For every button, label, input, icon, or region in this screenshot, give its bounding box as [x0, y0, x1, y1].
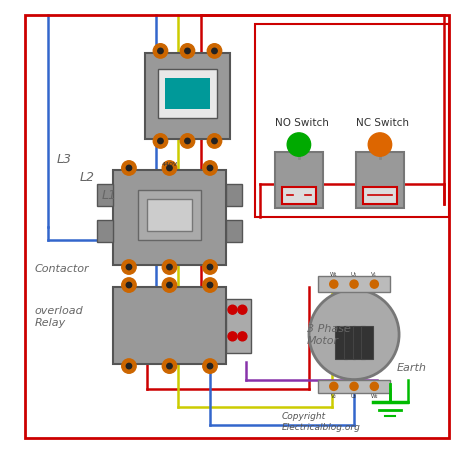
FancyBboxPatch shape	[113, 170, 226, 265]
Text: Copyright: Copyright	[282, 412, 326, 421]
Text: U₁: U₁	[351, 272, 357, 277]
Circle shape	[162, 278, 177, 292]
Circle shape	[126, 363, 132, 369]
FancyBboxPatch shape	[282, 187, 316, 204]
Circle shape	[185, 48, 190, 53]
Circle shape	[167, 264, 172, 270]
Text: L1: L1	[102, 189, 117, 202]
Circle shape	[212, 138, 217, 144]
Bar	[353, 326, 365, 359]
Circle shape	[126, 264, 132, 270]
Bar	[98, 220, 113, 242]
Circle shape	[167, 363, 172, 369]
Bar	[226, 220, 241, 242]
Text: W₁: W₁	[330, 272, 337, 277]
FancyBboxPatch shape	[226, 299, 250, 352]
FancyBboxPatch shape	[113, 287, 226, 364]
Text: Relay: Relay	[35, 318, 66, 328]
Circle shape	[122, 260, 136, 274]
Circle shape	[167, 165, 172, 171]
Text: Contactor: Contactor	[35, 264, 89, 274]
Circle shape	[153, 134, 168, 148]
Circle shape	[122, 161, 136, 175]
Text: W₂: W₂	[371, 394, 378, 399]
FancyBboxPatch shape	[318, 380, 390, 393]
FancyBboxPatch shape	[275, 152, 322, 208]
Text: NC Switch: NC Switch	[356, 118, 410, 128]
FancyBboxPatch shape	[356, 152, 403, 208]
Circle shape	[180, 134, 195, 148]
Circle shape	[287, 133, 310, 156]
Circle shape	[185, 138, 190, 144]
Bar	[98, 184, 113, 206]
Circle shape	[207, 363, 213, 369]
Circle shape	[309, 289, 399, 380]
Text: 3 Phase: 3 Phase	[307, 324, 351, 334]
Circle shape	[158, 48, 163, 53]
Circle shape	[203, 161, 217, 175]
FancyBboxPatch shape	[138, 190, 201, 240]
Circle shape	[238, 332, 247, 341]
Circle shape	[180, 43, 195, 58]
FancyBboxPatch shape	[318, 276, 390, 292]
Circle shape	[212, 48, 217, 53]
FancyBboxPatch shape	[145, 53, 230, 139]
Circle shape	[162, 161, 177, 175]
Circle shape	[126, 282, 132, 288]
Text: L2: L2	[80, 172, 94, 184]
Text: Earth: Earth	[397, 363, 427, 373]
Circle shape	[162, 260, 177, 274]
Text: Motor: Motor	[307, 337, 339, 347]
Circle shape	[330, 280, 338, 288]
Circle shape	[203, 278, 217, 292]
Bar	[165, 78, 210, 110]
Circle shape	[203, 359, 217, 373]
Circle shape	[207, 43, 222, 58]
Text: 440V: 440V	[162, 162, 178, 167]
FancyBboxPatch shape	[147, 199, 192, 231]
Circle shape	[228, 305, 237, 314]
Bar	[336, 326, 347, 359]
Circle shape	[203, 260, 217, 274]
Text: U₂: U₂	[351, 394, 357, 399]
Circle shape	[207, 264, 213, 270]
Circle shape	[228, 332, 237, 341]
Circle shape	[158, 138, 163, 144]
Circle shape	[167, 282, 172, 288]
Circle shape	[350, 382, 358, 390]
Text: V₁: V₁	[372, 272, 377, 277]
Circle shape	[207, 165, 213, 171]
Circle shape	[370, 382, 378, 390]
Text: NO Switch: NO Switch	[275, 118, 329, 128]
Circle shape	[370, 280, 378, 288]
Circle shape	[162, 359, 177, 373]
Circle shape	[126, 165, 132, 171]
Circle shape	[238, 305, 247, 314]
Circle shape	[122, 278, 136, 292]
Text: Electricalblog.org: Electricalblog.org	[282, 423, 361, 432]
Bar	[226, 184, 241, 206]
Text: L3: L3	[57, 154, 72, 166]
Circle shape	[207, 282, 213, 288]
FancyBboxPatch shape	[158, 69, 217, 118]
Circle shape	[330, 382, 338, 390]
Circle shape	[122, 359, 136, 373]
Circle shape	[207, 134, 222, 148]
Circle shape	[153, 43, 168, 58]
Circle shape	[350, 280, 358, 288]
FancyBboxPatch shape	[363, 187, 397, 204]
Text: overload: overload	[35, 306, 83, 316]
Circle shape	[368, 133, 392, 156]
Text: V₂: V₂	[331, 394, 337, 399]
Bar	[361, 326, 373, 359]
Bar	[344, 326, 355, 359]
